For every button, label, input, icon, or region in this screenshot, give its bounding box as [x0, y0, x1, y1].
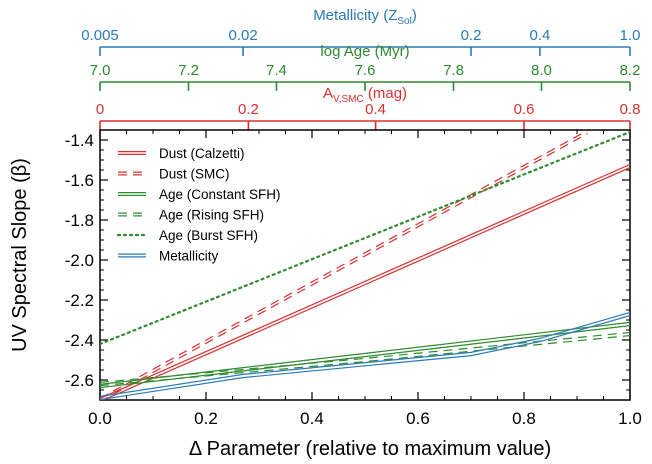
y-axis: -1.4 -1.6 -1.8 -2.0 -2.2 -2.4 -2.6: [65, 129, 630, 391]
top-axis-tick-label: 7.2: [178, 62, 199, 79]
top-axis-tick-label: 0: [96, 101, 104, 118]
top-axis-tick-label: 7.4: [266, 62, 287, 79]
series-line: [101, 133, 588, 400]
legend-item: Age (Rising SFH): [118, 208, 264, 223]
top-axis-tick-label: 0.4: [529, 27, 550, 44]
series-age-rising-sfh-: [100, 331, 630, 387]
series-line: [100, 163, 630, 399]
legend-label: Age (Burst SFH): [159, 228, 258, 243]
top-axis-title: Metallicity (ZSol): [313, 7, 417, 27]
top-axis-0: Metallicity (ZSol) 0.005 0.02 0.2 0.4 1.0: [81, 7, 640, 56]
series-dust-calzetti-: [100, 163, 630, 400]
top-axis-tick-label: 0.6: [514, 101, 535, 118]
top-axis-tick-label: 0.2: [461, 27, 482, 44]
top-axis-tick-label: 7.0: [90, 62, 111, 79]
top-axis-tick-label: 0.4: [365, 101, 386, 118]
top-axis-tick-label: 0.2: [238, 101, 259, 118]
x-tick-label: 0.2: [194, 409, 218, 428]
y-tick-label: -2.0: [65, 251, 94, 270]
top-axis-1: log Age (Myr) 7.0 7.2 7.4 7.6 7.8 8.0 8.2: [90, 43, 641, 91]
top-axis-tick-label: 0.02: [228, 27, 257, 44]
series-line: [100, 335, 630, 387]
y-axis-title: UV Spectral Slope (β): [9, 158, 31, 352]
top-axis-tick-label: 0.005: [81, 27, 119, 44]
legend: Dust (Calzetti) Dust (SMC) Age (Constant S…: [116, 146, 281, 264]
series-line: [100, 130, 630, 346]
x-tick-label: 0.4: [300, 409, 324, 428]
y-tick-label: -2.2: [65, 291, 94, 310]
y-tick-label: -1.8: [65, 211, 94, 230]
legend-item: Dust (Calzetti): [118, 146, 245, 161]
legend-label: Dust (Calzetti): [159, 146, 245, 161]
x-tick-label: 0.6: [406, 409, 430, 428]
legend-label: Dust (SMC): [159, 167, 230, 182]
series-metallicity: [100, 311, 630, 400]
top-axis-tick-label: 0.8: [620, 101, 641, 118]
series-layer: [100, 130, 630, 400]
series-line: [100, 311, 630, 397]
legend-label: Age (Rising SFH): [159, 208, 264, 223]
x-axis: 0.0 0.2 0.4 0.6 0.8 1.0: [88, 130, 642, 428]
series-line: [100, 315, 630, 400]
x-tick-label: 1.0: [618, 409, 642, 428]
top-axis-tick-label: 8.2: [620, 62, 641, 79]
legend-item: Age (Burst SFH): [116, 228, 258, 243]
y-tick-label: -1.6: [65, 171, 94, 190]
x-tick-label: 0.0: [88, 409, 112, 428]
legend-label: Metallicity: [159, 249, 219, 264]
legend-label: Age (Constant SFH): [159, 187, 281, 202]
series-age-burst-sfh-: [100, 130, 630, 346]
series-line: [102, 167, 630, 400]
y-tick-label: -2.6: [65, 371, 94, 390]
top-axis-tick-label: 7.6: [355, 62, 376, 79]
y-tick-label: -1.4: [65, 131, 94, 150]
legend-item: Age (Constant SFH): [118, 187, 281, 202]
x-tick-label: 0.8: [512, 409, 536, 428]
top-axis-tick-label: 7.8: [443, 62, 464, 79]
top-axis-tick-label: 8.0: [531, 62, 552, 79]
legend-item: Metallicity: [118, 249, 219, 264]
top-axis-tick-label: 1.0: [620, 27, 641, 44]
top-axis-2: AV,SMC (mag) 0 0.2 0.4 0.6 0.8: [96, 85, 641, 130]
y-tick-label: -2.4: [65, 331, 94, 350]
series-line: [100, 321, 630, 385]
top-axis-title: log Age (Myr): [320, 43, 409, 60]
series-age-constant-sfh-: [100, 321, 630, 389]
x-axis-title: Δ Parameter (relative to maximum value): [189, 438, 551, 460]
top-axes: Metallicity (ZSol)0.005 0.02 0.2 0.4 1.0log …: [81, 7, 640, 130]
series-line: [100, 130, 588, 399]
top-axis-title: AV,SMC (mag): [323, 85, 407, 105]
series-line: [100, 325, 630, 389]
legend-item: Dust (SMC): [118, 167, 230, 182]
series-dust-smc-: [100, 130, 588, 400]
